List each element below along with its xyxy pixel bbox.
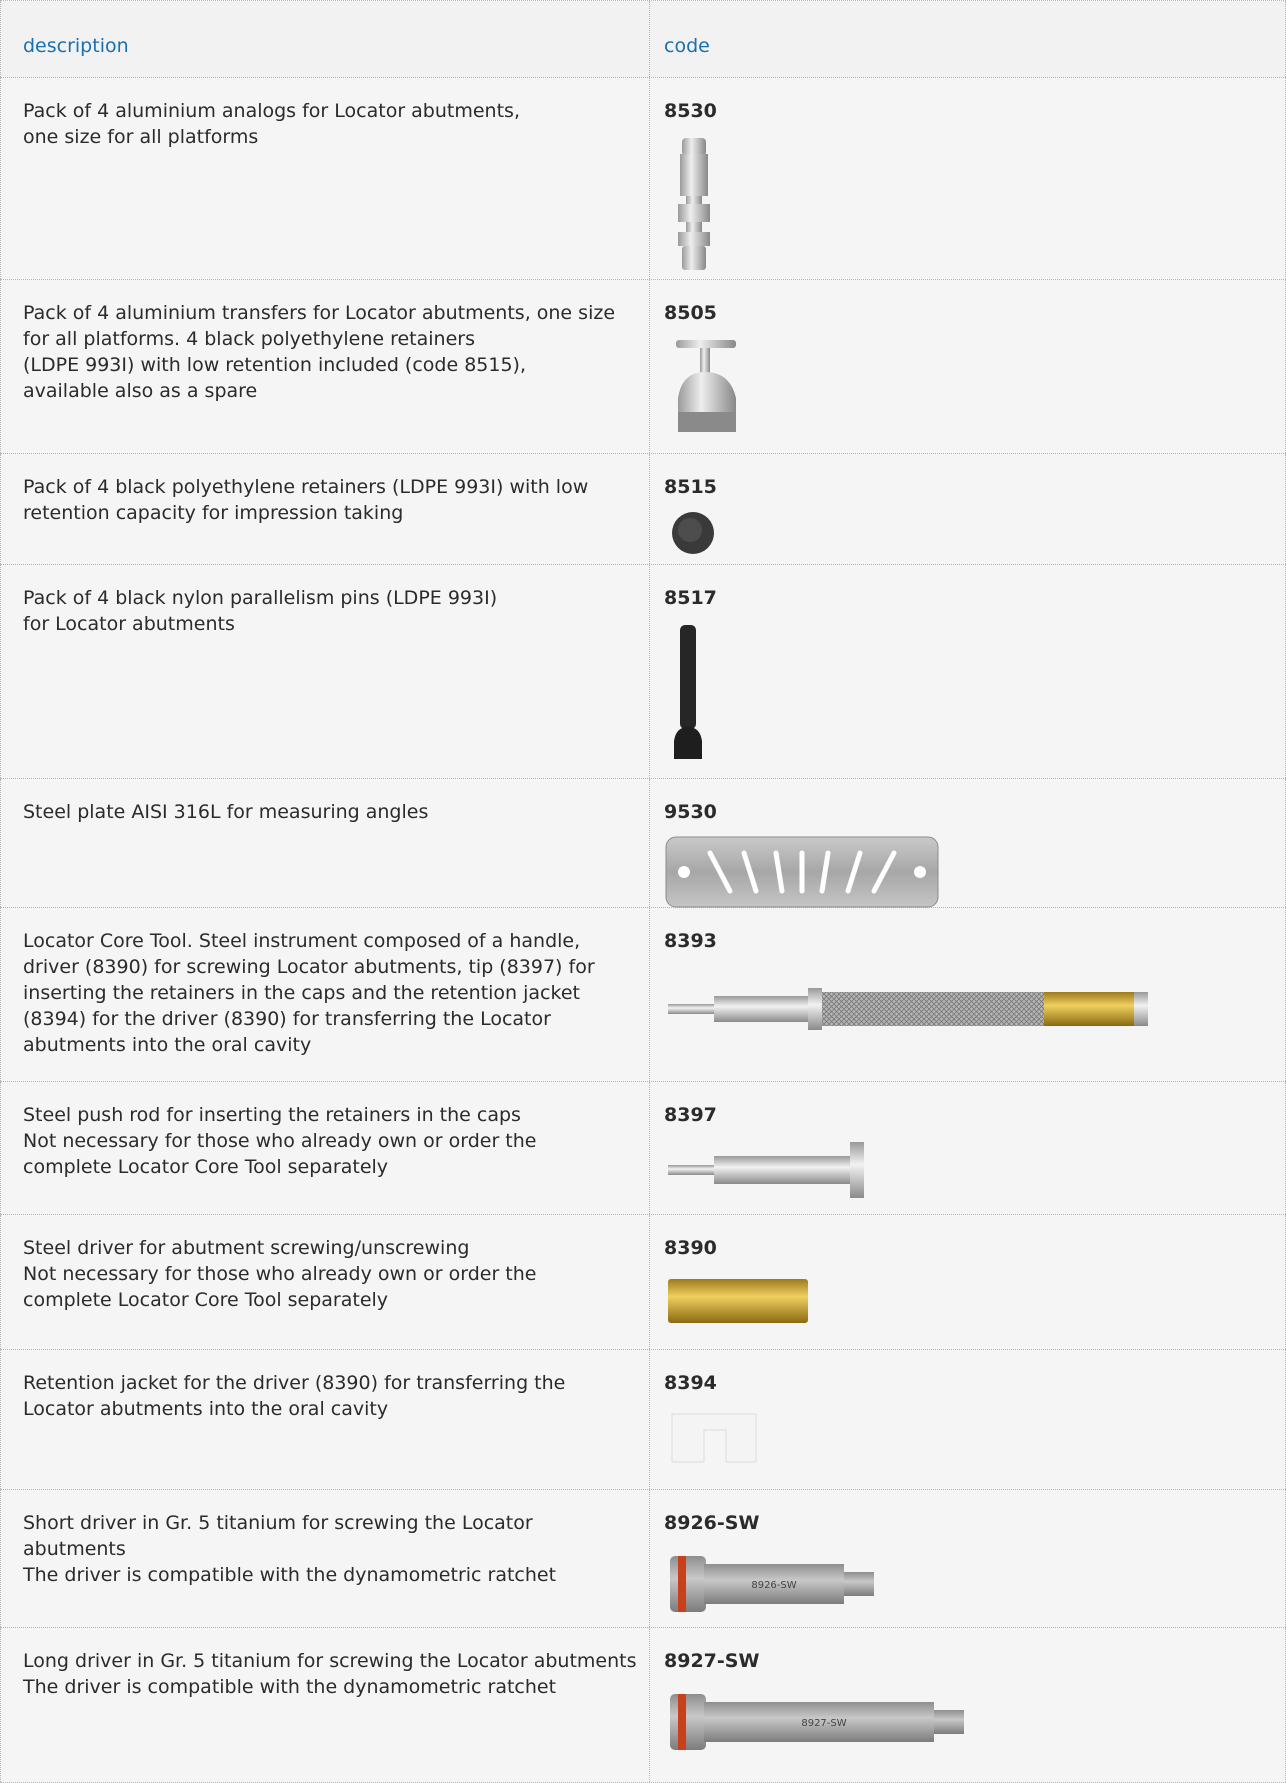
header-row: description code: [0, 1, 1286, 78]
image-label: 8926-SW: [751, 1580, 796, 1591]
product-row: Pack of 4 black nylon parallelism pins (…: [0, 565, 1286, 779]
description-line: Steel driver for abutment screwing/unscr…: [23, 1237, 470, 1259]
description-line: Steel plate AISI 316L for measuring angl…: [23, 801, 429, 823]
description-line: Not necessary for those who already own …: [23, 1263, 537, 1285]
description-cell: Pack of 4 black nylon parallelism pins (…: [0, 565, 650, 778]
description-line: Steel push rod for inserting the retaine…: [23, 1104, 521, 1126]
product-image: 8926-SW: [670, 1556, 874, 1612]
product-code: 8926-SW: [664, 1512, 760, 1534]
product-image: [668, 988, 1148, 1030]
product-image: [678, 138, 710, 270]
code-cell: 8390: [650, 1215, 1286, 1349]
description-line: inserting the retainers in the caps and …: [23, 982, 580, 1004]
product-code: 8397: [664, 1104, 717, 1126]
description-cell: Steel push rod for inserting the retaine…: [0, 1082, 650, 1214]
product-row: Steel driver for abutment screwing/unscr…: [0, 1215, 1286, 1350]
description-line: for all platforms. 4 black polyethylene …: [23, 328, 475, 350]
product-row: Pack of 4 aluminium analogs for Locator …: [0, 78, 1286, 280]
product-row: Retention jacket for the driver (8390) f…: [0, 1350, 1286, 1490]
description-line: Locator Core Tool. Steel instrument comp…: [23, 930, 581, 952]
product-row: Short driver in Gr. 5 titanium for screw…: [0, 1490, 1286, 1628]
product-code: 8390: [664, 1237, 717, 1259]
product-code: 8394: [664, 1372, 717, 1394]
header-cell: code: [650, 1, 1286, 77]
product-row: Long driver in Gr. 5 titanium for screwi…: [0, 1628, 1286, 1783]
description-cell: Steel plate AISI 316L for measuring angl…: [0, 779, 650, 907]
description-cell: Pack of 4 aluminium transfers for Locato…: [0, 280, 650, 453]
description-line: Long driver in Gr. 5 titanium for screwi…: [23, 1650, 637, 1672]
description-line: retention capacity for impression taking: [23, 502, 404, 524]
code-cell: 8393: [650, 908, 1286, 1081]
code-cell: 8927-SW 8927-SW: [650, 1628, 1286, 1782]
product-image: [671, 1413, 757, 1463]
product-row: Steel push rod for inserting the retaine…: [0, 1082, 1286, 1215]
product-image: [668, 1279, 808, 1323]
code-cell: 8530: [650, 78, 1286, 279]
code-cell: 8394: [650, 1350, 1286, 1489]
description-line: Locator abutments into the oral cavity: [23, 1398, 389, 1420]
description-cell: Steel driver for abutment screwing/unscr…: [0, 1215, 650, 1349]
description-line: Pack of 4 black polyethylene retainers (…: [23, 476, 589, 498]
description-cell: Pack of 4 black polyethylene retainers (…: [0, 454, 650, 564]
code-cell: 9530: [650, 779, 1286, 908]
product-image: [674, 625, 702, 759]
product-code: 8927-SW: [664, 1650, 760, 1672]
code-cell: 8505: [650, 280, 1286, 453]
code-cell: 8397: [650, 1082, 1286, 1214]
description-line: Short driver in Gr. 5 titanium for screw…: [23, 1512, 533, 1560]
description-cell: Retention jacket for the driver (8390) f…: [0, 1350, 650, 1489]
description-line: (LDPE 993I) with low retention included …: [23, 354, 526, 376]
description-line: available also as a spare: [23, 380, 258, 402]
description-line: The driver is compatible with the dynamo…: [23, 1564, 557, 1586]
product-image: [668, 1142, 864, 1198]
description-line: The driver is compatible with the dynamo…: [23, 1676, 557, 1698]
description-line: abutments into the oral cavity: [23, 1034, 312, 1056]
image-label: 8927-SW: [801, 1718, 846, 1729]
header-cell: description: [0, 1, 650, 77]
description-cell: Locator Core Tool. Steel instrument comp…: [0, 908, 650, 1081]
product-image: 8927-SW: [670, 1694, 964, 1750]
description-cell: Long driver in Gr. 5 titanium for screwi…: [0, 1628, 650, 1782]
product-code: 8517: [664, 587, 717, 609]
product-row: Pack of 4 black polyethylene retainers (…: [0, 454, 1286, 565]
product-image: [665, 836, 939, 908]
product-image: [672, 512, 714, 554]
description-line: complete Locator Core Tool separately: [23, 1289, 389, 1311]
product-code: 8515: [664, 476, 717, 498]
code-cell: 8515: [650, 454, 1286, 564]
description-cell: Short driver in Gr. 5 titanium for screw…: [0, 1490, 650, 1627]
product-row: Pack of 4 aluminium transfers for Locato…: [0, 280, 1286, 454]
description-line: Pack of 4 aluminium transfers for Locato…: [23, 302, 616, 324]
description-line: one size for all platforms: [23, 126, 259, 148]
product-image: [676, 340, 736, 432]
product-code: 8393: [664, 930, 717, 952]
product-code: 9530: [664, 801, 717, 823]
product-code: 8505: [664, 302, 717, 324]
product-row: Locator Core Tool. Steel instrument comp…: [0, 908, 1286, 1082]
code-cell: 8517: [650, 565, 1286, 778]
product-code: 8530: [664, 100, 717, 122]
description-line: Pack of 4 black nylon parallelism pins (…: [23, 587, 498, 609]
description-line: Pack of 4 aluminium analogs for Locator …: [23, 100, 520, 122]
description-line: Retention jacket for the driver (8390) f…: [23, 1372, 566, 1394]
description-cell: Pack of 4 aluminium analogs for Locator …: [0, 78, 650, 279]
description-line: driver (8390) for screwing Locator abutm…: [23, 956, 595, 978]
description-line: for Locator abutments: [23, 613, 235, 635]
description-line: (8394) for the driver (8390) for transfe…: [23, 1008, 551, 1030]
description-line: complete Locator Core Tool separately: [23, 1156, 389, 1178]
product-row: Steel plate AISI 316L for measuring angl…: [0, 779, 1286, 908]
code-cell: 8926-SW 8926-SW: [650, 1490, 1286, 1627]
description-line: Not necessary for those who already own …: [23, 1130, 537, 1152]
